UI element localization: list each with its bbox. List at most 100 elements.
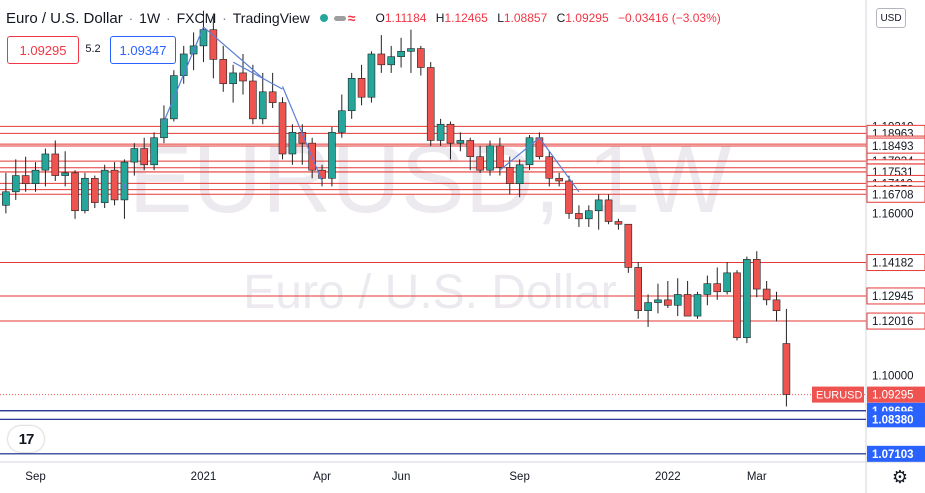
interval-label[interactable]: 1W — [139, 10, 161, 26]
candle-body — [61, 172, 69, 176]
time-axis[interactable]: Sep 2021 Apr Jun Sep 2022 Mar — [25, 471, 767, 483]
candle-body — [150, 137, 158, 166]
candle-body — [772, 299, 781, 311]
candle-body — [278, 102, 287, 155]
candle-body — [417, 48, 425, 68]
tradingview-logo-icon[interactable]: 17 — [8, 426, 44, 452]
candle-body — [515, 164, 524, 184]
candle-body — [673, 294, 682, 306]
trend-lines — [123, 26, 580, 193]
price-axis[interactable]: 1.192191.189631.185661.184931.179341.176… — [812, 121, 925, 462]
open-label: O — [375, 11, 385, 25]
candle-body — [604, 199, 613, 222]
candle-body — [683, 294, 692, 317]
candle-body — [199, 29, 208, 47]
watermark-name: Euro / U.S. Dollar — [243, 266, 616, 319]
candle-body — [51, 153, 60, 176]
candle-body — [565, 180, 573, 214]
sell-button[interactable]: 1.09295 — [7, 36, 79, 64]
candle-body — [318, 169, 326, 179]
candle-body — [446, 123, 455, 144]
candle-body — [466, 140, 475, 157]
wave-icon: ≈ — [347, 10, 356, 26]
low-value: 1.08857 — [503, 11, 548, 25]
candle-body — [347, 78, 356, 112]
indicator-toggle-icon[interactable]: ≈ — [333, 10, 356, 26]
platform-label: TradingView — [232, 10, 310, 26]
candle-body — [723, 272, 731, 293]
header-separator: · — [218, 10, 231, 26]
high-label: H — [435, 11, 445, 25]
price-tick-label: 1.14182 — [872, 258, 914, 270]
close-label: C — [556, 11, 566, 25]
candle-body — [545, 156, 554, 179]
price-tick-label: 1.12016 — [872, 316, 914, 328]
trend-line — [203, 26, 264, 79]
candle-body — [229, 72, 237, 85]
spread-value: 5.2 — [85, 43, 101, 55]
symbol-tag-label: EURUSD — [816, 390, 863, 402]
candle-body — [782, 343, 791, 395]
buy-button[interactable]: 1.09347 — [110, 36, 176, 64]
blue-price-label-box — [867, 411, 925, 428]
candle-body — [436, 123, 445, 141]
candle-body — [71, 172, 79, 212]
time-tick-label: 2021 — [191, 471, 217, 483]
candle-body — [160, 118, 168, 139]
time-tick-label: Jun — [392, 471, 411, 483]
chart-header: Euro / U.S. Dollar · 1W · FXCM · Trading… — [6, 8, 727, 28]
candle-body — [239, 72, 247, 82]
price-label-box — [866, 312, 925, 330]
candle-body — [120, 161, 129, 201]
price-tick-label: 1.16708 — [872, 189, 914, 201]
candle-body — [762, 288, 771, 301]
candle-body — [654, 299, 662, 303]
candle-body — [209, 29, 218, 60]
watermark-ticker: EURUSD, 1W — [129, 126, 732, 233]
blue-price-label: 1.07103 — [872, 449, 914, 461]
candle-body — [258, 91, 267, 120]
header-separator: · — [124, 10, 138, 26]
candle-body — [525, 137, 534, 166]
price-label-box — [866, 287, 925, 305]
candle-body — [140, 148, 148, 166]
currency-selector[interactable]: USD — [876, 8, 906, 28]
high-value: 1.12465 — [444, 11, 488, 25]
candle-body — [594, 199, 603, 212]
gear-icon[interactable]: ⚙ — [891, 466, 909, 487]
candle-body — [397, 50, 405, 57]
candle-body — [268, 91, 277, 103]
trend-line — [281, 86, 323, 182]
candle-body — [693, 294, 702, 317]
candle-body — [387, 56, 396, 66]
blue-price-label: 1.08380 — [872, 414, 914, 426]
candle-body — [634, 267, 643, 311]
open-value: 1.11184 — [384, 11, 427, 25]
candle-body — [21, 175, 30, 184]
exchange-label: FXCM — [176, 10, 217, 26]
blue-price-label-box — [867, 445, 925, 462]
candle-body — [81, 177, 89, 212]
price-tick-label: 1.18493 — [872, 141, 914, 153]
candle-body — [407, 48, 415, 52]
price-label-box — [866, 185, 925, 203]
eye-icon — [333, 15, 346, 21]
candle-body — [584, 210, 593, 220]
candle-body — [555, 177, 563, 182]
candle-body — [456, 140, 465, 144]
candle-body — [91, 177, 99, 203]
trend-line — [232, 61, 283, 90]
time-tick-label: Sep — [509, 471, 529, 483]
candle-body — [752, 259, 761, 290]
candle-body — [496, 145, 504, 168]
candle-body — [2, 191, 10, 206]
header-separator: · — [162, 10, 175, 26]
price-tick-label: 1.12945 — [872, 291, 914, 303]
symbol-name[interactable]: Euro / U.S. Dollar — [6, 9, 123, 27]
candle-body — [743, 259, 751, 339]
close-value: 1.09295 — [565, 11, 609, 25]
candle-body — [219, 59, 228, 85]
candle-body — [110, 169, 119, 201]
candle-body — [100, 169, 109, 203]
